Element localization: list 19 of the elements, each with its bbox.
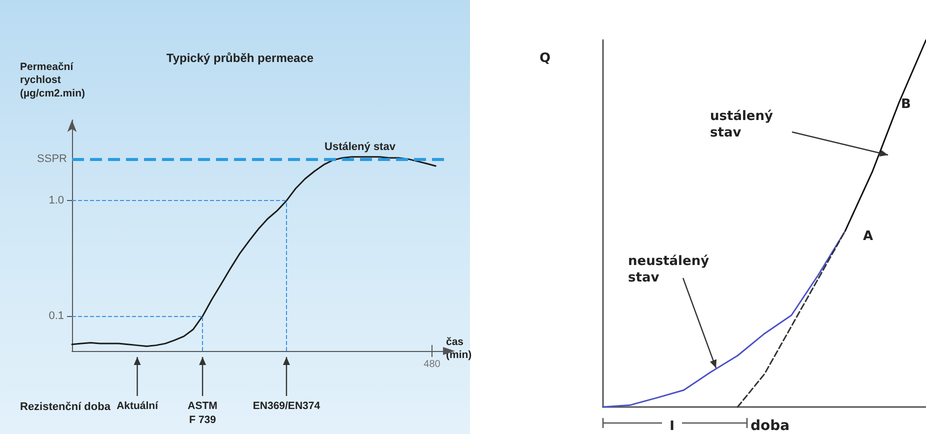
y-axis-title: Q	[539, 51, 551, 66]
y-tick-label: 0.1	[48, 310, 64, 322]
annotation: ustálený stav	[710, 109, 774, 140]
x-tick-label: ASTM F 739	[188, 400, 218, 426]
chart-title: Typický průběh permeace	[166, 51, 314, 65]
x-axis-title: doba	[750, 418, 790, 434]
y-axis-title: Permeační rychlost (µg/cm2.min)	[20, 61, 85, 100]
annotation: A	[862, 229, 874, 244]
annotation: B	[901, 97, 911, 112]
text: 480	[424, 359, 441, 370]
annotation: neustálený stav	[628, 254, 710, 286]
text: I	[670, 419, 674, 434]
annotation: Ustálený stav	[324, 141, 396, 153]
ref-line-label: SSPR	[37, 152, 68, 165]
x-tick-label: Aktuální	[116, 400, 160, 412]
text: Rezistenční doba	[20, 401, 112, 413]
x-axis-title: čas (min)	[446, 336, 472, 362]
y-tick-label: 1.0	[48, 194, 64, 207]
x-tick-label: EN369/EN374	[252, 400, 320, 412]
